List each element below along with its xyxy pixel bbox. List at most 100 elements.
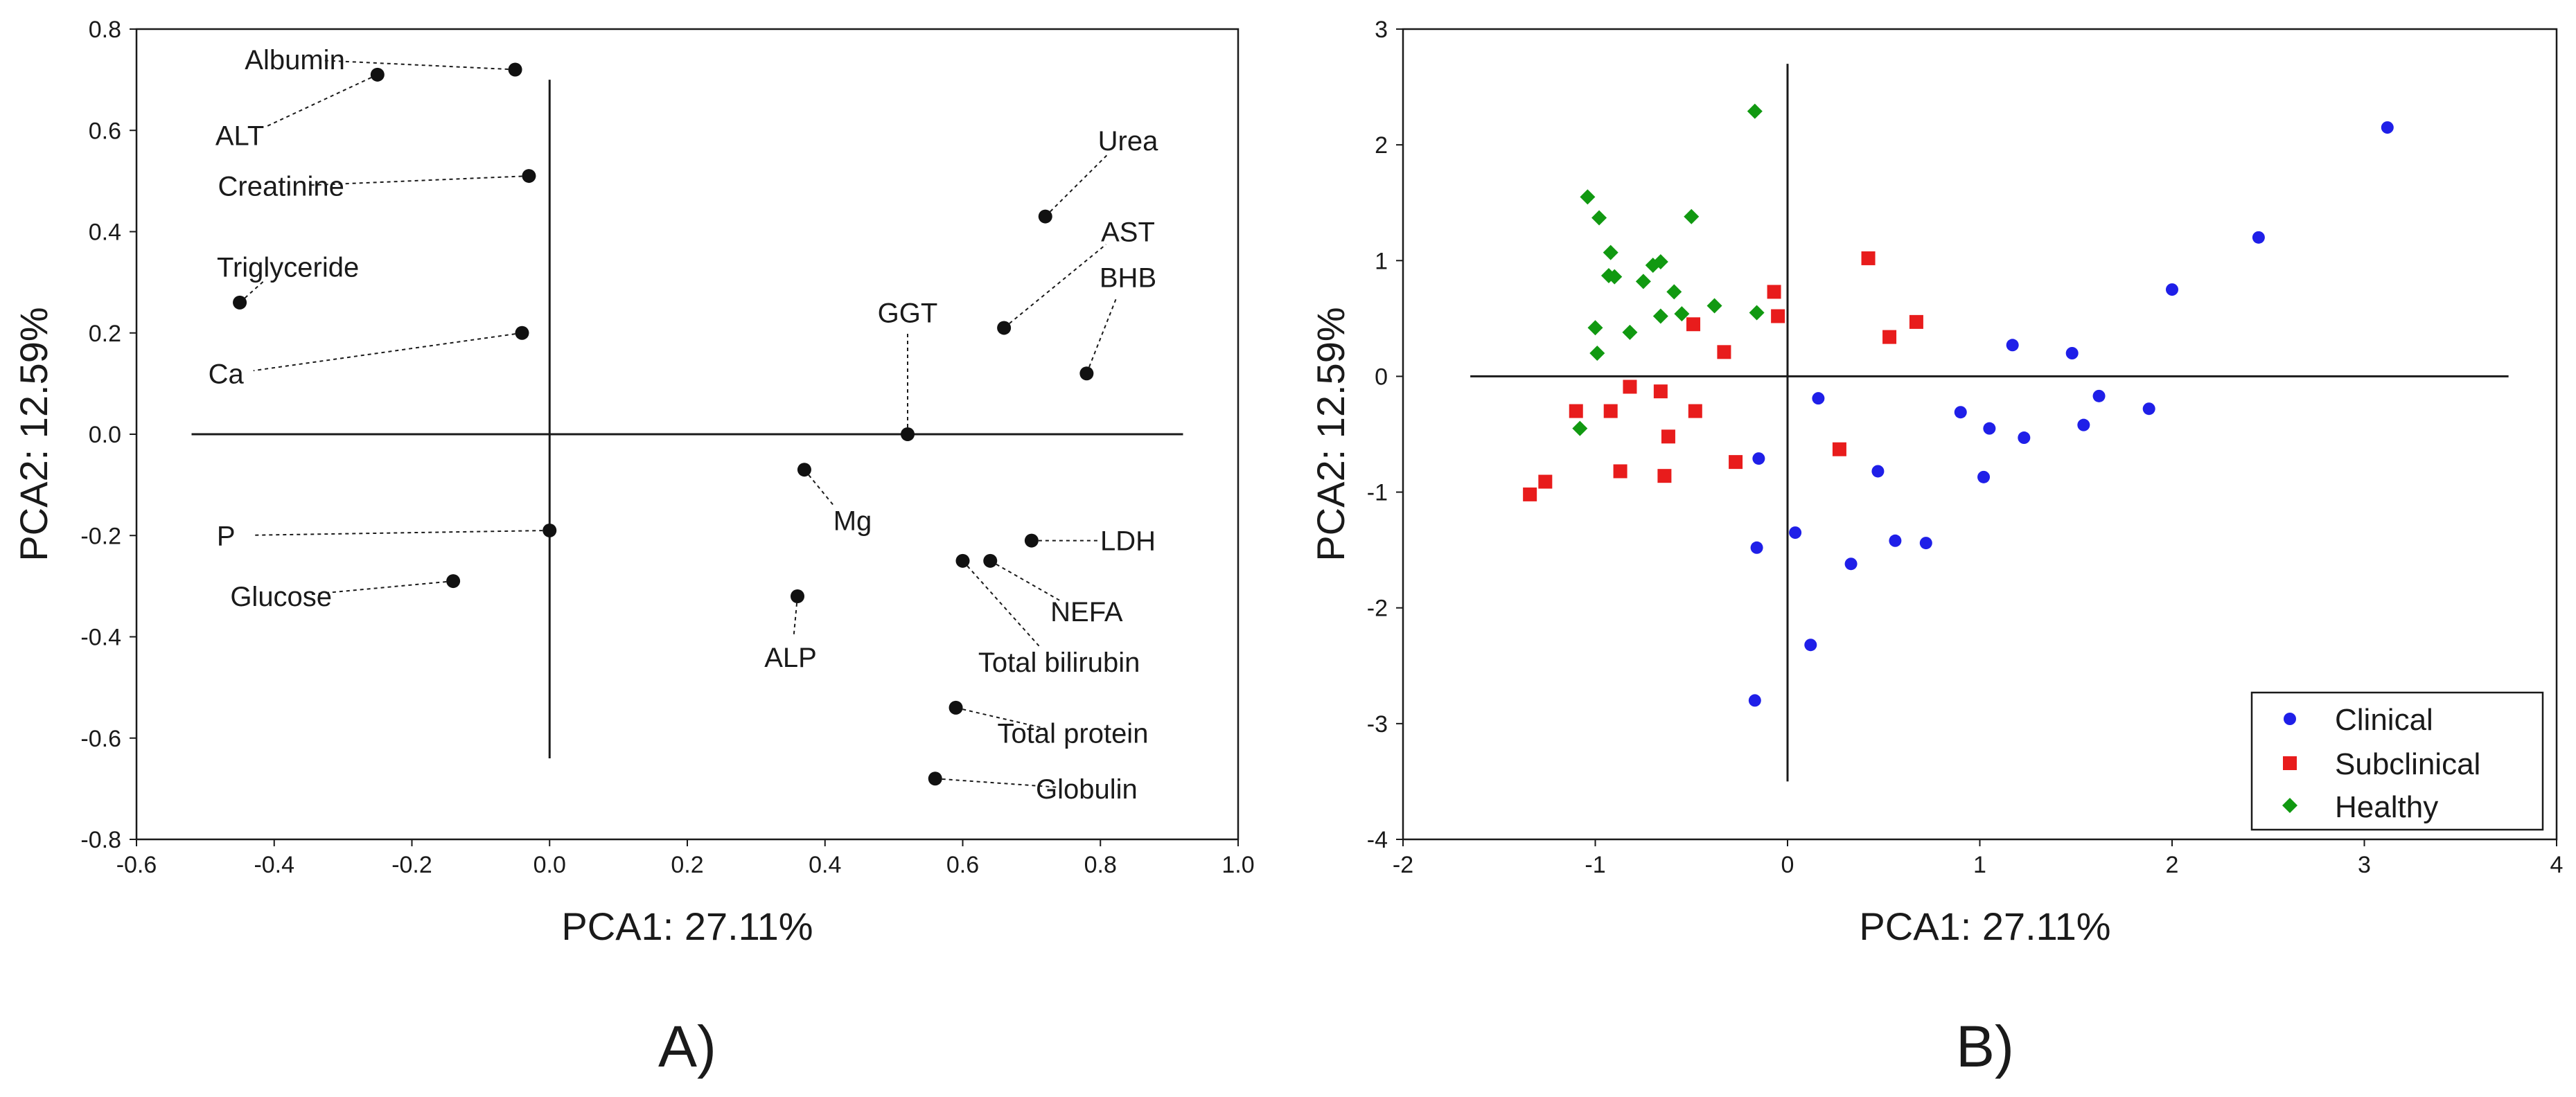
panel-b-legend: Clinical Subclinical Healthy [2250,691,2544,831]
loading-label-total-protein: Total protein [998,718,1149,749]
healthy-point [1706,298,1722,314]
loading-label-ca: Ca [209,359,245,389]
loading-label-ggt: GGT [878,298,938,329]
clinical-point [1871,465,1885,478]
x-tick-label: -1 [1585,852,1605,878]
y-tick-label: 2 [1375,132,1388,159]
x-tick-label: 1.0 [1221,852,1254,878]
panel-b-x-ticks: -2 -1 0 1 2 3 4 [1393,839,2563,878]
subclinical-point [1861,251,1876,265]
subclinical-point [1661,429,1675,444]
y-tick-label: 1 [1375,248,1388,274]
panel-a-x-ticks: -0.6 -0.4 -0.2 0.0 0.2 0.4 0.6 0.8 1.0 [116,839,1255,878]
loading-label-albumin: Albumin [245,45,345,75]
y-tick-label: 0 [1375,364,1388,390]
x-tick-label: -0.2 [391,852,432,878]
subclinical-point [1688,404,1702,418]
panel-a-y-ticks: 0.8 0.6 0.4 0.2 0.0 -0.2 -0.4 -0.6 -0.8 [80,17,136,853]
clinical-point [1789,526,1802,539]
clinical-point [2381,121,2394,134]
loading-point-total-bilirubin [955,553,970,568]
loading-label-globulin: Globulin [1036,774,1138,805]
y-tick-label: 0.8 [89,17,121,43]
loading-label-triglyceride: Triglyceride [217,253,359,283]
loading-point-globulin [928,772,942,786]
healthy-point [1591,210,1607,226]
clinical-point [1750,541,1763,554]
clinical-point [2092,389,2106,402]
clinical-point [2065,347,2079,359]
healthy-point [1684,208,1700,224]
legend-subclinical-marker [2283,756,2297,770]
loading-point-triglyceride [233,295,247,310]
legend-subclinical-label: Subclinical [2335,747,2480,781]
leader-line-glucose [308,580,454,596]
clinical-point [1983,422,1996,435]
x-tick-label: 0.6 [946,852,979,878]
loading-label-glucose: Glucose [230,582,332,612]
y-tick-label: -0.8 [80,827,121,853]
healthy-point [1652,308,1668,324]
subclinical-point [1729,455,1743,470]
panel-b-y-ticks: 3 2 1 0 -1 -2 -3 -4 [1367,17,1403,853]
leader-line-ca [253,332,522,372]
clinical-point [2252,231,2265,244]
legend-healthy-label: Healthy [2335,790,2438,824]
loading-point-alp [791,589,804,603]
y-tick-label: -2 [1367,596,1388,622]
x-tick-label: 0.4 [809,852,841,878]
loading-point-mg [797,463,811,477]
loading-label-nefa: NEFA [1050,597,1123,627]
subclinical-point [1603,404,1618,418]
loading-point-nefa [983,553,998,568]
loading-point-albumin [508,62,522,77]
loading-point-urea [1038,209,1052,224]
loading-label-alt: ALT [215,121,264,152]
loading-point-ast [997,321,1012,335]
subclinical-point [1832,442,1846,456]
loading-point-ca [515,325,529,340]
x-tick-label: 0.0 [533,852,566,878]
subclinical-point [1686,317,1701,332]
x-tick-label: 3 [2358,852,2371,878]
panel-a-axis-cross [191,80,1183,758]
clinical-point [1812,392,1825,405]
clinical-point [1748,694,1761,707]
loading-label-creatinine: Creatinine [218,172,344,202]
y-tick-label: -0.6 [80,726,121,752]
healthy-point [1603,244,1618,260]
x-tick-label: 2 [2166,852,2179,878]
subclinical-point [1569,404,1583,418]
subclinical-point [1717,345,1731,359]
subclinical-point [1538,474,1553,489]
panel-b-scores [1523,103,2394,707]
loading-label-p: P [217,521,236,551]
loading-label-urea: Urea [1098,126,1158,157]
leader-line-total-protein [955,706,1046,730]
y-tick-label: 0.0 [89,422,121,448]
panel-a-loadings: Albumin ALT Creatinine Triglyceride Ca Urea AS… [209,45,1158,805]
clinical-point [2077,418,2090,431]
x-tick-label: 0.8 [1084,852,1117,878]
clinical-point [1889,534,1902,547]
y-tick-label: 0.4 [89,220,121,246]
subclinical-point [1613,464,1627,479]
panel-b-axis-cross [1470,64,2509,782]
legend-healthy-marker [2282,798,2297,813]
loading-point-bhb [1079,366,1094,381]
leader-line-creatinine [308,175,529,186]
leader-line-urea [1045,154,1109,217]
panel-a-loading-plot: -0.6 -0.4 -0.2 0.0 0.2 0.4 0.6 0.8 1.0 0.8 0.6 0.4… [12,17,1255,1079]
x-tick-label: 1 [1973,852,1986,878]
leader-line-albumin [322,60,515,71]
y-tick-label: 0.6 [89,118,121,144]
loading-point-p [542,523,557,537]
healthy-point [1587,320,1603,336]
clinical-point [1977,470,1991,483]
legend-box [2250,691,2544,831]
healthy-point [1622,324,1638,340]
subclinical-point [1523,487,1537,501]
healthy-point [1666,284,1682,300]
y-tick-label: -1 [1367,480,1388,506]
